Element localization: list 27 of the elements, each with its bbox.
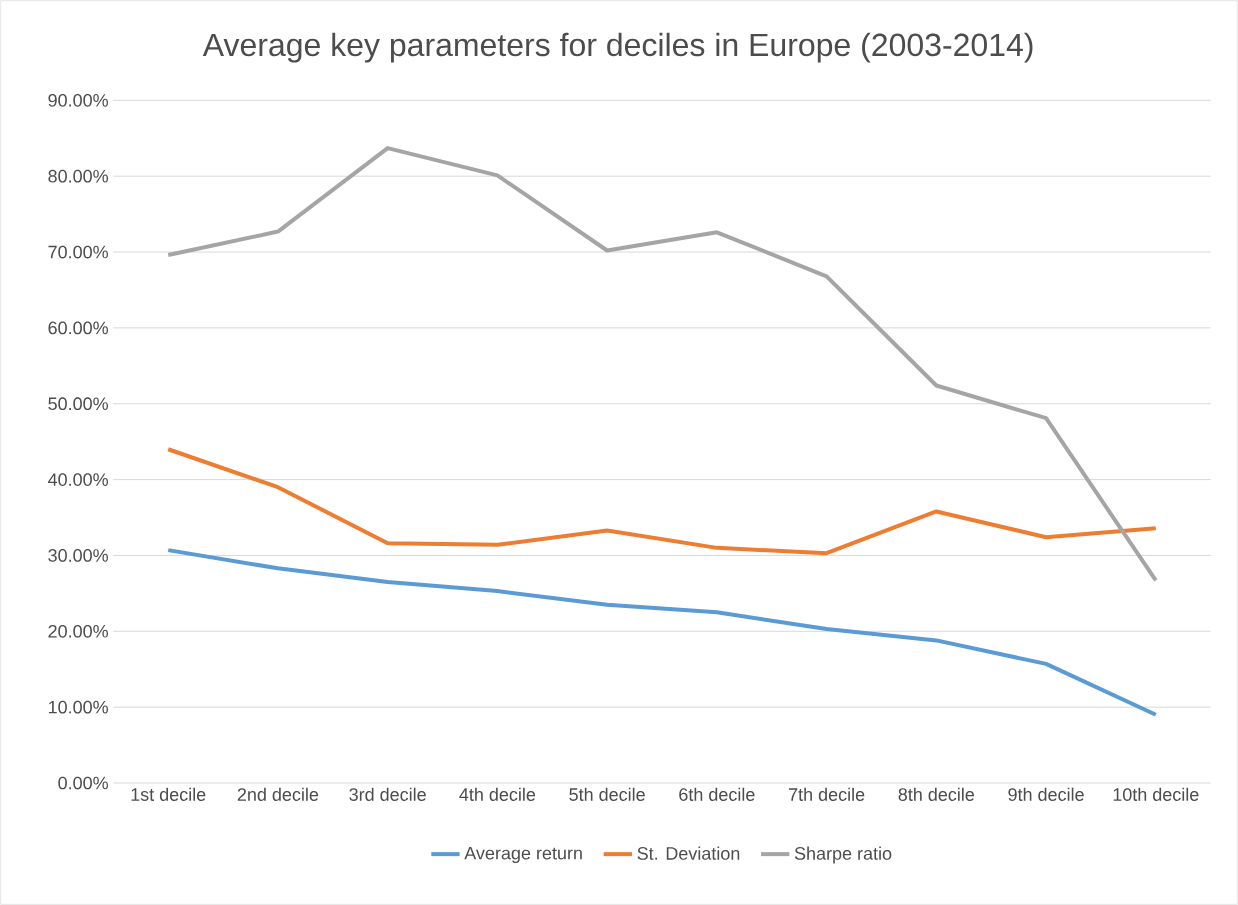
y-tick-label: 20.00% <box>48 624 108 638</box>
x-tick-label: 2nd decile <box>237 787 319 801</box>
y-tick-label: 10.00% <box>48 700 108 714</box>
y-tick-label: 30.00% <box>48 549 108 562</box>
legend-label: Average return <box>464 846 582 864</box>
x-tick-label: 7th decile <box>789 787 865 801</box>
x-tick-label: 5th decile <box>569 787 645 801</box>
x-tick-label: 6th decile <box>679 787 755 801</box>
y-tick-label: 50.00% <box>48 397 108 411</box>
line-series <box>166 548 1158 717</box>
legend-label: St. Deviation <box>637 846 740 860</box>
x-tick-label: 3rd decile <box>349 787 426 801</box>
x-tick-label: 4th decile <box>459 787 536 801</box>
x-tick-label: 9th decile <box>1008 787 1084 801</box>
y-tick-label: 40.00% <box>48 473 108 486</box>
line-series <box>166 146 1158 583</box>
y-tick-label: 80.00% <box>48 169 108 183</box>
x-tick-label: 1st decile <box>131 787 206 801</box>
y-tick-label: 60.00% <box>48 321 108 335</box>
x-tick-label: 8th decile <box>898 787 975 801</box>
y-tick-label: 70.00% <box>48 245 108 259</box>
x-tick-label: 10th decile <box>1113 787 1199 801</box>
y-tick-label: 90.00% <box>48 93 108 107</box>
legend-label: Sharpe ratio <box>794 846 892 864</box>
line-series <box>166 447 1158 556</box>
y-tick-label: 0.00% <box>58 776 108 790</box>
chart-title: Average key parameters for deciles in Europe (2003-2014) <box>202 32 1033 63</box>
